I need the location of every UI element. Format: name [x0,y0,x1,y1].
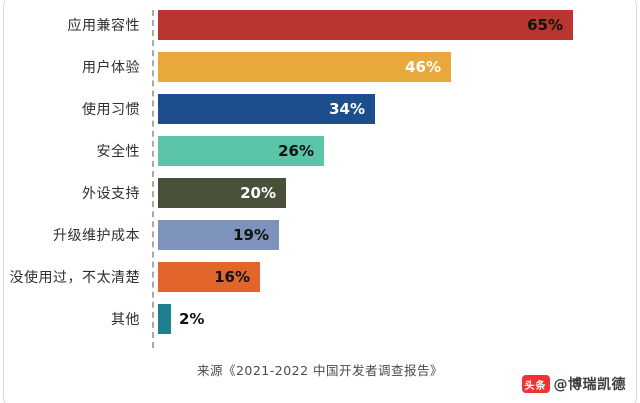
bar-value-label: 46% [405,58,441,76]
watermark: 头条 @博瑞凯德 [521,374,627,394]
bar-track: 20% [158,178,640,208]
category-label: 用户体验 [82,60,140,76]
bar-track: 34% [158,94,640,124]
bar: 65% [158,10,573,40]
category-label: 没使用过，不太清楚 [9,270,140,286]
source-caption: 来源《2021-2022 中国开发者调查报告》 [196,363,444,378]
bar-chart: 应用兼容性 65% 用户体验 46% 使用习惯 34% [0,10,640,348]
bar-track: 16% [158,262,640,292]
bar-row: 用户体验 46% [0,52,640,82]
bar-row: 升级维护成本 19% [0,220,640,250]
category-label: 使用习惯 [82,102,140,118]
bar-value-label: 26% [278,142,314,160]
bar-track: 2% [158,304,640,334]
bar-track: 46% [158,52,640,82]
bar: 46% [158,52,451,82]
bar: 20% [158,178,286,208]
bar-track: 65% [158,10,640,40]
category-label: 安全性 [96,144,140,160]
bar: 19% [158,220,279,250]
bar: 34% [158,94,375,124]
bar-track: 19% [158,220,640,250]
bar-row: 外设支持 20% [0,178,640,208]
toutiao-logo-icon: 头条 [521,375,550,393]
category-label: 外设支持 [82,186,140,202]
bar-value-label: 20% [240,184,276,202]
bar-value-label: 34% [329,100,365,118]
category-label: 其他 [111,312,140,328]
bar-row: 没使用过，不太清楚 16% [0,262,640,292]
bar-value-label: 65% [527,16,563,34]
axis-dashed-line [152,10,154,348]
bar-row: 应用兼容性 65% [0,10,640,40]
bar-row: 其他 2% [0,304,640,334]
toutiao-logo-text: 头条 [524,380,547,392]
bar-row: 使用习惯 34% [0,94,640,124]
watermark-account: @博瑞凯德 [553,377,626,393]
bar: 16% [158,262,260,292]
category-label: 升级维护成本 [53,228,140,244]
bar-row: 安全性 26% [0,136,640,166]
bar-value-label: 19% [233,226,269,244]
bar: 26% [158,136,324,166]
bar-value-label: 2% [179,310,205,328]
bar-value-label: 16% [214,268,250,286]
bar-track: 26% [158,136,640,166]
bar: 2% [158,304,204,334]
category-label: 应用兼容性 [67,18,140,34]
